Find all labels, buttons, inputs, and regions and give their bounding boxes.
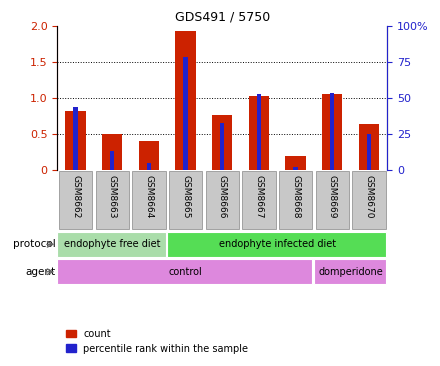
Bar	[139, 141, 159, 170]
Text: GSM8662: GSM8662	[71, 175, 80, 219]
Text: control: control	[169, 267, 202, 277]
Text: GSM8667: GSM8667	[254, 175, 264, 219]
Bar	[367, 134, 371, 170]
FancyBboxPatch shape	[132, 171, 165, 229]
Text: agent: agent	[26, 267, 55, 277]
FancyBboxPatch shape	[57, 259, 312, 284]
FancyBboxPatch shape	[314, 259, 385, 284]
FancyBboxPatch shape	[57, 232, 165, 257]
Text: protocol: protocol	[13, 239, 55, 249]
Text: GSM8670: GSM8670	[364, 175, 374, 219]
Text: GSM8665: GSM8665	[181, 175, 190, 219]
Text: GSM8666: GSM8666	[218, 175, 227, 219]
Text: GSM8663: GSM8663	[108, 175, 117, 219]
Bar	[183, 57, 188, 170]
Bar	[73, 107, 78, 170]
Bar	[212, 115, 232, 170]
Bar	[257, 94, 261, 170]
Bar	[147, 163, 151, 170]
Bar	[330, 93, 334, 170]
FancyBboxPatch shape	[205, 171, 239, 229]
Bar	[66, 111, 86, 170]
FancyBboxPatch shape	[169, 171, 202, 229]
Bar	[110, 151, 114, 170]
Text: endophyte infected diet: endophyte infected diet	[219, 239, 336, 249]
FancyBboxPatch shape	[59, 171, 92, 229]
Bar	[176, 31, 196, 170]
FancyBboxPatch shape	[352, 171, 385, 229]
FancyBboxPatch shape	[95, 171, 129, 229]
Bar	[249, 97, 269, 170]
Text: GSM8668: GSM8668	[291, 175, 300, 219]
Title: GDS491 / 5750: GDS491 / 5750	[175, 10, 270, 23]
FancyBboxPatch shape	[242, 171, 275, 229]
Text: GSM8664: GSM8664	[144, 175, 154, 219]
Text: GSM8669: GSM8669	[328, 175, 337, 219]
Legend: count, percentile rank within the sample: count, percentile rank within the sample	[62, 325, 252, 358]
FancyBboxPatch shape	[315, 171, 349, 229]
Bar	[286, 156, 306, 170]
Bar	[102, 134, 122, 170]
Bar	[359, 124, 379, 170]
FancyBboxPatch shape	[167, 232, 385, 257]
Bar	[220, 123, 224, 170]
Text: domperidone: domperidone	[318, 267, 383, 277]
Text: endophyte free diet: endophyte free diet	[64, 239, 161, 249]
Bar	[322, 94, 342, 170]
FancyBboxPatch shape	[279, 171, 312, 229]
Bar	[293, 167, 298, 170]
